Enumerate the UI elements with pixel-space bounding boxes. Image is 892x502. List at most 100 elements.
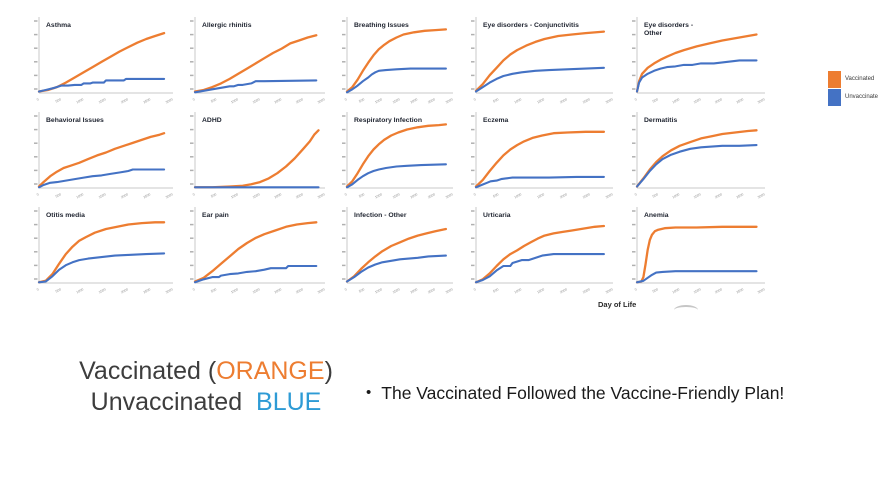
x-tick-label: 2000 bbox=[410, 97, 419, 104]
x-tick-label: 2500 bbox=[736, 287, 745, 294]
x-tick-label: 0 bbox=[344, 97, 348, 101]
chart-svg-anemia: 0 500 1000 1500 2000 2500 3000 Anemia bbox=[632, 207, 766, 294]
x-tick-label: 2500 bbox=[143, 192, 152, 199]
x-tick-label: 1000 bbox=[374, 97, 383, 104]
chart-title: Respiratory Infection bbox=[354, 117, 422, 124]
chart-urticaria: 0 500 1000 1500 2000 2500 3000 Urticaria bbox=[467, 204, 618, 296]
bullet-point: • The Vaccinated Followed the Vaccine-Fr… bbox=[366, 382, 784, 404]
chart-svg-adhd: 0 500 1000 1500 2000 2500 3000 ADHD bbox=[190, 112, 326, 199]
chart-breathing-issues: 0 500 1000 1500 2000 2500 3000 Breathing Issues bbox=[338, 14, 458, 106]
x-tick-label: 500 bbox=[358, 287, 365, 293]
x-tick-label: 500 bbox=[210, 192, 217, 198]
chart-svg-infection-other: 0 500 1000 1500 2000 2500 3000 Infection - Othe… bbox=[342, 207, 454, 294]
bullet-text: The Vaccinated Followed the Vaccine-Frie… bbox=[381, 383, 785, 403]
x-tick-label: 1500 bbox=[98, 192, 107, 199]
x-tick-label: 0 bbox=[192, 287, 196, 291]
x-tick-label: 2000 bbox=[274, 287, 283, 294]
series-line-unvaccinated bbox=[635, 59, 758, 93]
chart-svg-respiratory-infection: 0 500 1000 1500 2000 2500 3000 Respiratory Infe… bbox=[342, 112, 454, 199]
legend-item-vaccinated: Vaccinated bbox=[828, 70, 878, 88]
legend-item-unvaccinated: Unvaccinate bbox=[828, 88, 878, 106]
x-tick-label: 1500 bbox=[252, 192, 261, 199]
x-tick-label: 0 bbox=[473, 97, 477, 101]
chart-title: Ear pain bbox=[202, 212, 229, 219]
x-tick-label: 2500 bbox=[736, 97, 745, 104]
x-tick-label: 500 bbox=[358, 192, 365, 198]
x-tick-label: 2500 bbox=[582, 287, 591, 294]
x-tick-label: 1000 bbox=[76, 97, 85, 104]
series-line-unvaccinated bbox=[193, 79, 318, 94]
x-tick-label: 1000 bbox=[230, 97, 239, 104]
series-line-unvaccinated bbox=[37, 252, 166, 284]
x-tick-label: 500 bbox=[492, 192, 499, 198]
chart-otitis-media: 0 500 1000 1500 2000 2500 3000 Otitis media bbox=[30, 204, 178, 296]
x-tick-label: 2500 bbox=[582, 192, 591, 199]
series-line-vaccinated bbox=[345, 28, 448, 93]
series-line-unvaccinated bbox=[474, 253, 605, 284]
x-tick-label: 500 bbox=[55, 287, 62, 293]
series-line-unvaccinated bbox=[193, 264, 318, 284]
x-tick-label: 500 bbox=[492, 97, 499, 103]
x-tick-label: 1500 bbox=[536, 97, 545, 104]
x-tick-label: 2000 bbox=[120, 287, 129, 294]
x-tick-label: 3000 bbox=[757, 97, 766, 104]
chart-title: Anemia bbox=[644, 212, 669, 219]
series-line-unvaccinated bbox=[345, 163, 447, 189]
x-tick-label: 1000 bbox=[514, 287, 523, 294]
chart-dermatitis: 0 500 1000 1500 2000 2500 3000 Dermatitis bbox=[628, 109, 770, 201]
x-tick-label: 2500 bbox=[427, 97, 436, 104]
x-tick-label: 1500 bbox=[252, 97, 261, 104]
x-tick-label: 1500 bbox=[392, 97, 401, 104]
series-line-vaccinated bbox=[635, 129, 758, 188]
x-tick-label: 3000 bbox=[445, 97, 454, 104]
x-tick-label: 2000 bbox=[714, 97, 723, 104]
x-tick-label: 3000 bbox=[445, 192, 454, 199]
x-tick-label: 2500 bbox=[582, 97, 591, 104]
x-tick-label: 0 bbox=[473, 287, 477, 291]
series-line-unvaccinated bbox=[37, 77, 166, 93]
x-tick-label: 2500 bbox=[295, 287, 304, 294]
x-tick-label: 0 bbox=[344, 287, 348, 291]
x-tick-label: 0 bbox=[634, 97, 638, 101]
legend-label-unvaccinated: Unvaccinate bbox=[845, 94, 879, 100]
chart-title: Other bbox=[644, 30, 662, 37]
x-tick-label: 0 bbox=[36, 287, 40, 291]
chart-svg-eye-conjunctivitis: 0 500 1000 1500 2000 2500 3000 Eye disorders - … bbox=[471, 17, 614, 104]
x-tick-label: 1500 bbox=[536, 192, 545, 199]
x-tick-label: 0 bbox=[634, 192, 638, 196]
series-line-vaccinated bbox=[474, 130, 606, 188]
chart-eye-other: 0 500 1000 1500 2000 2500 3000 Eye disorders -O… bbox=[628, 14, 770, 106]
chart-title: Breathing Issues bbox=[354, 22, 409, 29]
x-tick-label: 500 bbox=[358, 97, 365, 103]
chart-eye-conjunctivitis: 0 500 1000 1500 2000 2500 3000 Eye disorders - … bbox=[467, 14, 618, 106]
x-tick-label: 1000 bbox=[230, 287, 239, 294]
x-tick-label: 3000 bbox=[317, 192, 326, 199]
x-tick-label: 1000 bbox=[672, 97, 681, 104]
chart-svg-allergic-rhinitis: 0 500 1000 1500 2000 2500 3000 Allergic rhiniti… bbox=[190, 17, 326, 104]
x-tick-label: 500 bbox=[652, 192, 659, 198]
x-tick-label: 1500 bbox=[98, 287, 107, 294]
caption-orange-word: ORANGE bbox=[216, 357, 325, 385]
x-tick-label: 1000 bbox=[672, 192, 681, 199]
series-line-vaccinated bbox=[345, 227, 448, 283]
x-tick-label: 2000 bbox=[559, 287, 568, 294]
x-tick-label: 2000 bbox=[120, 97, 129, 104]
x-tick-label: 2500 bbox=[427, 192, 436, 199]
series-line-unvaccinated bbox=[635, 144, 758, 188]
chart-asthma: 0 500 1000 1500 2000 2500 3000 Asthma bbox=[30, 14, 178, 106]
series-line-unvaccinated bbox=[635, 270, 758, 284]
x-tick-label: 3000 bbox=[757, 287, 766, 294]
chart-title: Eye disorders - Conjunctivitis bbox=[483, 22, 579, 29]
smudge-mark bbox=[674, 305, 698, 315]
chart-title: Otitis media bbox=[46, 212, 85, 219]
x-tick-label: 0 bbox=[192, 97, 196, 101]
x-tick-label: 1500 bbox=[252, 287, 261, 294]
x-tick-label: 0 bbox=[36, 97, 40, 101]
x-tick-label: 3000 bbox=[165, 192, 174, 199]
caption-line-vaccinated: Vaccinated (ORANGE) bbox=[70, 356, 342, 387]
x-tick-label: 500 bbox=[210, 97, 217, 103]
chart-title: Behavioral Issues bbox=[46, 117, 104, 124]
series-line-vaccinated bbox=[193, 221, 318, 283]
x-tick-label: 0 bbox=[192, 192, 196, 196]
